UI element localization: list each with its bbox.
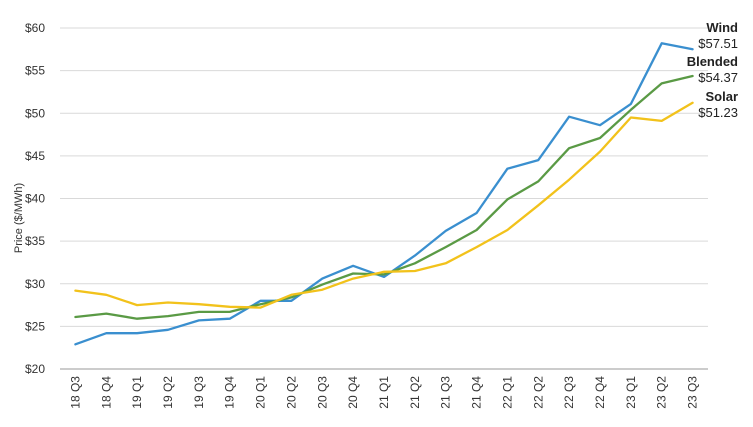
y-axis-ticks: $20 $25 $30 $35 $40 $45 $50 $55 $60	[25, 21, 45, 376]
x-tick-label: 19 Q1	[130, 376, 144, 409]
y-tick-label: $55	[25, 64, 45, 78]
series-value-label-wind: $57.51	[698, 36, 738, 51]
y-tick-label: $30	[25, 277, 45, 291]
series-name-label-wind: Wind	[706, 20, 738, 35]
y-tick-label: $20	[25, 362, 45, 376]
series-name-label-blended: Blended	[687, 54, 738, 69]
x-tick-label: 18 Q3	[68, 376, 82, 409]
x-tick-label: 21 Q4	[470, 376, 484, 409]
x-tick-label: 23 Q2	[655, 376, 669, 409]
x-tick-label: 21 Q1	[377, 376, 391, 409]
y-tick-label: $35	[25, 234, 45, 248]
series-value-label-solar: $51.23	[698, 105, 738, 120]
series-line-wind	[74, 42, 694, 346]
series-line-solar	[74, 101, 694, 309]
x-tick-label: 22 Q2	[531, 376, 545, 409]
y-tick-label: $60	[25, 21, 45, 35]
x-tick-label: 22 Q3	[562, 376, 576, 409]
x-tick-label: 22 Q1	[500, 376, 514, 409]
y-tick-label: $40	[25, 192, 45, 206]
series-end-labels: Wind$57.51 Blended$54.37 Solar$51.23	[687, 20, 738, 120]
y-axis-label: Price ($/MWh)	[13, 183, 25, 253]
y-tick-label: $45	[25, 149, 45, 163]
y-tick-label: $25	[25, 319, 45, 333]
series-line-blended	[74, 74, 694, 320]
x-tick-label: 21 Q2	[408, 376, 422, 409]
x-tick-label: 21 Q3	[439, 376, 453, 409]
x-tick-label: 19 Q3	[192, 376, 206, 409]
series-lines	[74, 42, 694, 346]
x-tick-label: 23 Q3	[686, 376, 700, 409]
x-tick-label: 18 Q4	[99, 376, 113, 409]
x-tick-label: 20 Q2	[284, 376, 298, 409]
y-tick-label: $50	[25, 106, 45, 120]
x-tick-label: 20 Q4	[346, 376, 360, 409]
gridlines	[60, 27, 708, 370]
x-tick-label: 23 Q1	[624, 376, 638, 409]
x-axis-ticks: 18 Q3 18 Q4 19 Q1 19 Q2 19 Q3 19 Q4 20 Q1 20 Q2…	[68, 376, 699, 409]
x-tick-label: 20 Q3	[315, 376, 329, 409]
series-value-label-blended: $54.37	[698, 70, 738, 85]
x-tick-label: 20 Q1	[254, 376, 268, 409]
x-tick-label: 22 Q4	[593, 376, 607, 409]
x-tick-label: 19 Q2	[161, 376, 175, 409]
x-tick-label: 19 Q4	[223, 376, 237, 409]
series-name-label-solar: Solar	[705, 89, 738, 104]
